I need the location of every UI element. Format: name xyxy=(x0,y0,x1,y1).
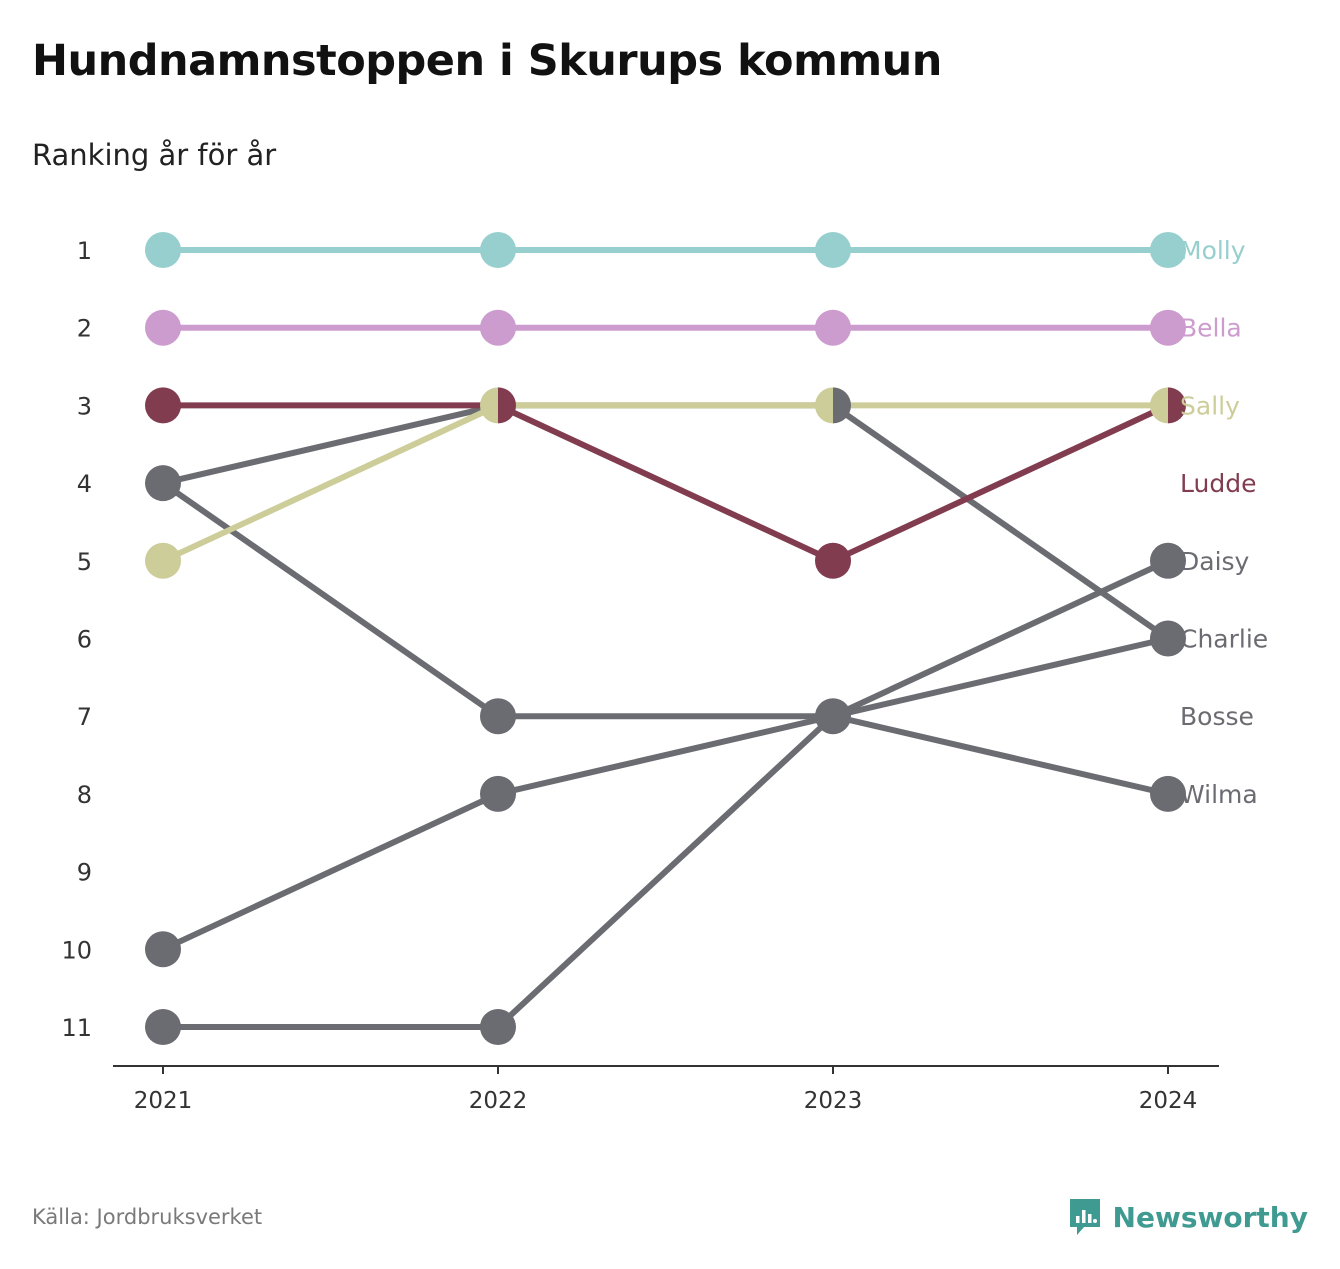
series-line-daisy xyxy=(160,557,1171,1030)
data-point-bosse xyxy=(145,931,181,968)
series-label-bella: Bella xyxy=(1180,314,1242,343)
data-point-sally-charlie xyxy=(815,387,851,424)
data-point-molly xyxy=(1150,232,1186,268)
series-line-ludde xyxy=(160,402,1171,564)
data-point-bella xyxy=(145,309,181,346)
newsworthy-logo-icon xyxy=(1069,1199,1100,1235)
data-point-molly xyxy=(480,232,516,268)
y-tick-label: 5 xyxy=(77,548,92,576)
x-tick-label: 2024 xyxy=(1139,1088,1198,1114)
series-label-ludde: Ludde xyxy=(1180,469,1256,498)
series-label-daisy: Daisy xyxy=(1180,547,1250,576)
data-point-daisy xyxy=(145,1009,181,1045)
y-tick-label: 8 xyxy=(77,781,92,809)
series-label-molly: Molly xyxy=(1180,236,1246,265)
brand-logo: Newsworthy xyxy=(1067,1196,1308,1238)
y-tick-label: 11 xyxy=(61,1014,92,1042)
x-tick-label: 2021 xyxy=(134,1088,193,1114)
x-tick-label: 2023 xyxy=(804,1088,863,1114)
y-tick-label: 7 xyxy=(77,703,92,731)
data-point-sally-ludde xyxy=(1150,387,1187,424)
y-tick-label: 6 xyxy=(77,626,92,654)
source-note: Källa: Jordbruksverket xyxy=(32,1205,263,1229)
data-point-ludde xyxy=(815,542,851,579)
data-point-bosse xyxy=(480,775,516,812)
data-point-charlie-bosse xyxy=(1150,620,1186,657)
x-tick-label: 2022 xyxy=(469,1088,528,1114)
data-point-bella xyxy=(1150,309,1186,346)
data-point-wilma xyxy=(1150,775,1186,812)
series-line-sally xyxy=(160,402,1171,564)
series-label-sally: Sally xyxy=(1180,391,1240,420)
series-label-wilma: Wilma xyxy=(1180,780,1258,809)
y-tick-label: 2 xyxy=(77,315,92,343)
brand-name: Newsworthy xyxy=(1112,1200,1308,1234)
y-tick-label: 10 xyxy=(61,936,92,964)
y-tick-label: 4 xyxy=(77,470,92,498)
chart-subtitle: Ranking år för år xyxy=(32,138,277,172)
series-line-bosse xyxy=(160,635,1171,953)
data-point-sally-ludde-charlie xyxy=(480,387,516,424)
series-label-bosse: Bosse xyxy=(1180,702,1254,731)
y-tick-label: 3 xyxy=(77,392,92,420)
data-point-wilma xyxy=(480,698,516,735)
chart-title: Hundnamnstoppen i Skurups kommun xyxy=(32,36,942,86)
series-label-charlie: Charlie xyxy=(1180,625,1268,654)
y-tick-label: 9 xyxy=(77,859,92,887)
data-point-molly xyxy=(145,232,181,268)
y-tick-label: 1 xyxy=(77,237,92,265)
data-point-molly xyxy=(815,232,851,268)
data-point-ludde xyxy=(145,387,181,424)
data-point-daisy xyxy=(480,1009,516,1045)
data-point-charlie-wilma xyxy=(145,465,181,502)
data-point-daisy-bosse-wilma xyxy=(815,698,851,735)
data-point-bella xyxy=(815,309,851,346)
data-point-sally xyxy=(145,542,181,579)
series-line-charlie xyxy=(160,402,1171,642)
data-point-bella xyxy=(480,309,516,346)
series-line-wilma xyxy=(160,480,1171,797)
data-point-daisy xyxy=(1150,542,1186,579)
